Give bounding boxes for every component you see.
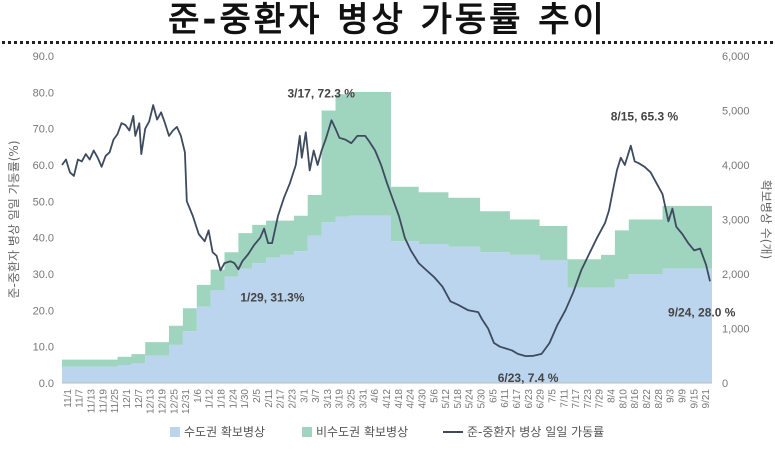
y-right-axis-title: 확보병상 수(개) (759, 180, 773, 259)
x-tick-label: 2/5 (252, 389, 263, 403)
x-tick-label: 9/9 (677, 389, 688, 403)
x-tick-label: 6/29 (536, 389, 547, 409)
area-capital-area-beds (62, 215, 712, 383)
x-tick-label: 1/12 (205, 389, 216, 409)
x-tick-label: 12/19 (157, 389, 168, 414)
x-tick-label: 5/30 (477, 389, 488, 409)
x-tick-label: 11/1 (63, 389, 74, 408)
y-left-tick-label: 20.0 (33, 305, 54, 317)
capacity-areas (62, 92, 712, 383)
x-tick-label: 7/23 (583, 389, 594, 409)
x-tick-label: 7/11 (559, 389, 570, 408)
y-left-tick-label: 50.0 (33, 196, 54, 208)
y-right-tick-label: 4,000 (722, 160, 750, 172)
x-tick-label: 11/7 (75, 389, 86, 408)
annotation-label: 3/17, 72.3 % (288, 86, 356, 100)
annotations: 1/29, 31.3% 3/17, 72.3 % 6/23, 7.4 % 8/15, … (240, 86, 735, 385)
annotation-label: 8/15, 65.3 % (611, 110, 679, 124)
occupancy-rate-line (61, 104, 711, 358)
x-tick-label: 6/23 (524, 389, 535, 409)
x-tick-label: 5/18 (453, 389, 464, 409)
x-tick-label: 6/17 (512, 389, 523, 409)
y-left-tick-label: 10.0 (33, 342, 54, 354)
y-left-tick-label: 40.0 (33, 233, 54, 245)
x-tick-label: 4/12 (382, 389, 393, 409)
x-tick-label: 2/23 (287, 389, 298, 409)
axes: 0.0 10.0 20.0 30.0 40.0 50.0 60.0 70.0 80.0 90.0 0… (7, 51, 773, 414)
x-tick-label: 3/7 (311, 389, 322, 403)
x-tick-label: 7/29 (595, 389, 606, 409)
y-left-tick-label: 30.0 (33, 269, 54, 281)
legend-label: 비수도권 확보병상 (316, 425, 408, 439)
legend-label: 수도권 확보병상 (184, 425, 265, 439)
y-left-tick-label: 90.0 (33, 51, 54, 63)
x-tick-label: 6/5 (488, 389, 499, 403)
y-right-tick-label: 0 (722, 378, 728, 390)
x-tick-label: 8/10 (618, 389, 629, 409)
page-title: 준-중환자 병상 가동률 추이 (168, 0, 607, 40)
legend: 수도권 확보병상 비수도권 확보병상 준-중환자 병상 일일 가동률 (170, 425, 604, 439)
y-right-tick-label: 1,000 (722, 324, 750, 336)
y-left-axis-title: 준-중환자 병상 일일 가동률(%) (7, 141, 21, 299)
x-tick-label: 12/1 (122, 389, 133, 409)
x-tick-label: 8/28 (654, 389, 665, 409)
x-tick-label: 1/6 (193, 389, 204, 403)
x-tick-label: 4/24 (406, 389, 417, 409)
x-tick-label: 3/25 (347, 389, 358, 409)
y-left-tick-label: 80.0 (33, 87, 54, 99)
x-tick-label: 2/11 (264, 389, 275, 408)
x-tick-label: 6/11 (500, 389, 511, 408)
x-tick-label: 11/25 (110, 389, 121, 414)
x-tick-label: 3/13 (323, 389, 334, 409)
x-tick-label: 5/12 (441, 389, 452, 409)
x-tick-label: 8/16 (630, 389, 641, 409)
legend-swatch (170, 427, 180, 437)
x-tick-label: 7/17 (571, 389, 582, 409)
y-right-tick-label: 6,000 (722, 51, 750, 63)
x-tick-label: 11/19 (98, 389, 109, 414)
legend-swatch (302, 427, 312, 437)
y-left-tick-label: 0.0 (39, 378, 54, 390)
x-tick-label: 3/31 (358, 389, 369, 409)
legend-label: 준-중환자 병상 일일 가동률 (467, 425, 604, 439)
x-tick-label: 4/30 (417, 389, 428, 409)
y-left-tick-label: 60.0 (33, 160, 54, 172)
x-tick-label: 12/13 (146, 389, 157, 414)
x-tick-label: 1/24 (228, 389, 239, 409)
x-tick-label: 11/13 (87, 389, 98, 414)
x-tick-label: 7/5 (547, 389, 558, 403)
x-tick-label: 2/17 (276, 389, 287, 409)
x-tick-label: 4/18 (394, 389, 405, 409)
annotation-label: 1/29, 31.3% (240, 290, 304, 304)
x-tick-label: 9/3 (666, 389, 677, 403)
x-tick-label: 9/21 (701, 389, 712, 409)
occupancy-line-layer (61, 104, 711, 358)
title-underline (2, 41, 773, 44)
area-non-capital-area-beds (62, 92, 712, 367)
x-tick-label: 1/18 (217, 389, 228, 409)
x-tick-label: 5/6 (429, 389, 440, 403)
y-left-tick-label: 70.0 (33, 124, 54, 136)
x-tick-label: 8/22 (642, 389, 653, 409)
y-right-tick-label: 2,000 (722, 269, 750, 281)
x-tick-label: 12/31 (181, 389, 192, 414)
x-tick-label: 12/7 (134, 389, 145, 409)
x-tick-label: 9/15 (689, 389, 700, 409)
x-tick-label: 1/30 (240, 389, 251, 409)
x-tick-label: 3/19 (335, 389, 346, 409)
annotation-label: 6/23, 7.4 % (498, 371, 559, 385)
x-tick-label: 12/25 (169, 389, 180, 414)
annotation-label: 9/24, 28.0 % (668, 305, 736, 319)
y-right-tick-label: 5,000 (722, 106, 750, 118)
x-tick-label: 3/1 (299, 389, 310, 403)
y-right-tick-label: 3,000 (722, 215, 750, 227)
x-tick-label: 8/4 (607, 389, 618, 403)
x-tick-label: 4/6 (370, 389, 381, 403)
x-tick-label: 5/24 (465, 389, 476, 409)
